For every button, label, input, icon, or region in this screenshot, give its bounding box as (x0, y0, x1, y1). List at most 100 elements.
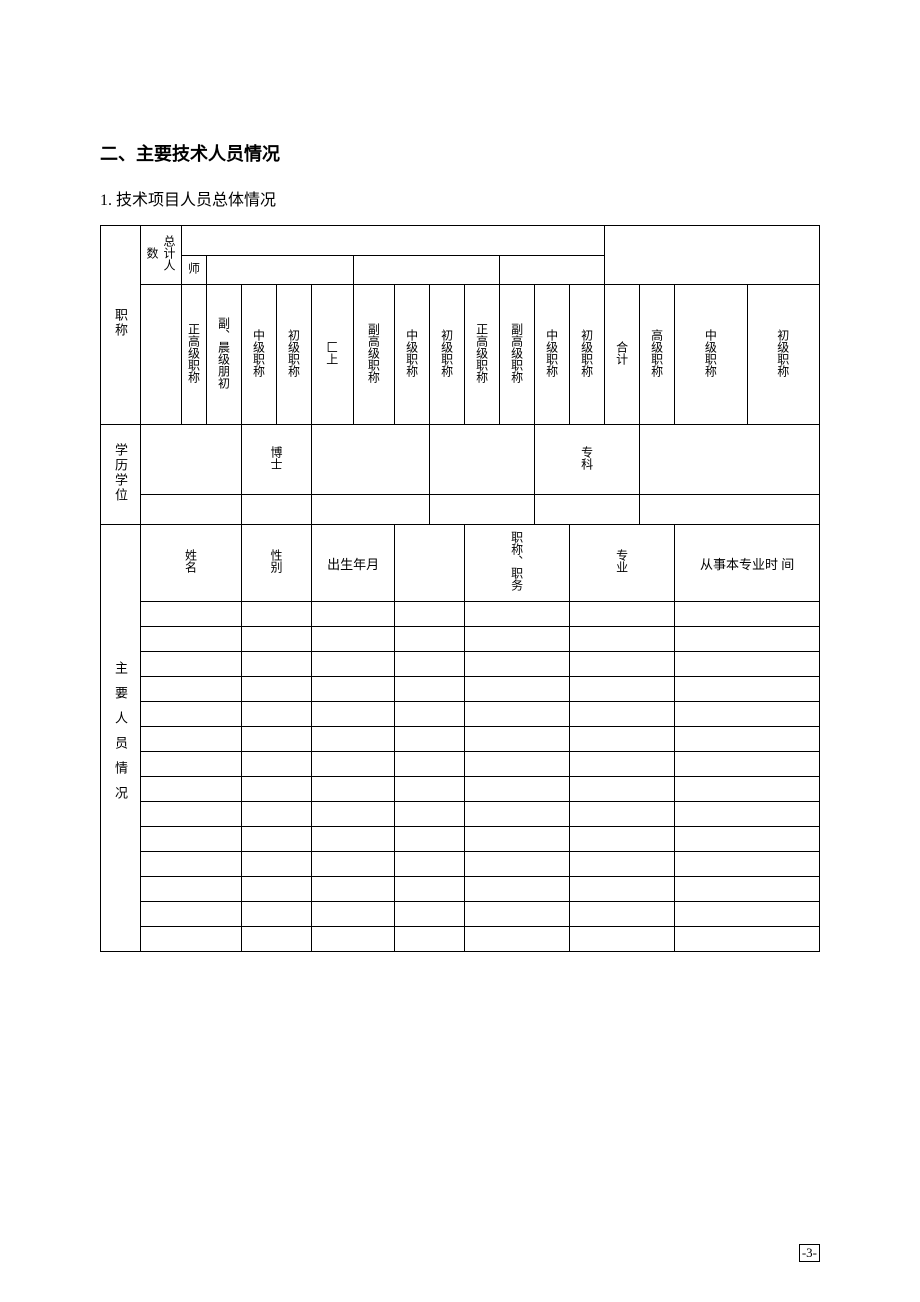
table-cell (141, 877, 242, 902)
table-cell (570, 652, 675, 677)
table-cell (312, 802, 395, 827)
table-cell (570, 902, 675, 927)
label-shi: 师 (182, 256, 207, 285)
table-cell (141, 652, 242, 677)
table-cell (465, 602, 570, 627)
header-sub-a2 (353, 256, 500, 285)
table-cell (395, 652, 465, 677)
table-cell (242, 902, 312, 927)
table-cell (675, 652, 820, 677)
degree2-cell-2 (242, 495, 312, 525)
table-cell (570, 602, 675, 627)
table-cell (675, 802, 820, 827)
table-cell (675, 702, 820, 727)
table-cell (675, 852, 820, 877)
table-cell (141, 777, 242, 802)
table-cell (675, 627, 820, 652)
table-cell (570, 677, 675, 702)
table-cell (395, 777, 465, 802)
table-cell (395, 927, 465, 952)
table-cell (395, 727, 465, 752)
header-sub-a1 (207, 256, 354, 285)
col-zhuanye: 专业 (570, 525, 675, 602)
section-title: 二、主要技术人员情况 (100, 140, 820, 166)
table-cell (395, 752, 465, 777)
header-group-b (605, 226, 820, 285)
table-cell (465, 727, 570, 752)
table-cell (312, 627, 395, 652)
col-chuji-3: 初级职称 (570, 285, 605, 425)
table-cell (465, 852, 570, 877)
table-cell (141, 677, 242, 702)
table-cell (242, 752, 312, 777)
col-fu-gaoji-2: 副高级职称 (353, 285, 395, 425)
personnel-table: 职称 总计人数 师 正高级职称 副、晨级朋初 中级职称 初级职称 匚上 副高级职… (100, 225, 820, 952)
table-cell (141, 727, 242, 752)
table-cell (312, 702, 395, 727)
label-zongji-top: 总计人数 (141, 226, 182, 285)
table-cell (312, 777, 395, 802)
table-cell (242, 777, 312, 802)
table-cell (465, 677, 570, 702)
col-zhongji-4: 中级职称 (675, 285, 747, 425)
table-cell (675, 727, 820, 752)
table-cell (570, 927, 675, 952)
table-cell (312, 852, 395, 877)
table-cell (570, 827, 675, 852)
label-zhicheng: 职称 (101, 226, 141, 425)
degree-cell-1 (141, 425, 242, 495)
col-chuji-4: 初级职称 (747, 285, 819, 425)
table-cell (675, 752, 820, 777)
table-cell (465, 877, 570, 902)
table-cell (141, 627, 242, 652)
degree-cell-4 (430, 425, 535, 495)
degree2-cell-6 (640, 495, 820, 525)
table-cell (465, 927, 570, 952)
table-cell (312, 752, 395, 777)
col-zheng-gaoji-2: 正高级职称 (465, 285, 500, 425)
col-zhicheng-zhiwu: 职称、职务 (465, 525, 570, 602)
table-cell (675, 602, 820, 627)
page-number: -3- (799, 1244, 820, 1262)
table-cell (395, 702, 465, 727)
table-cell (675, 927, 820, 952)
table-cell (395, 802, 465, 827)
table-cell (312, 877, 395, 902)
table-cell (141, 802, 242, 827)
table-cell (312, 652, 395, 677)
table-cell (465, 627, 570, 652)
table-cell (570, 777, 675, 802)
table-cell (465, 902, 570, 927)
table-cell (465, 777, 570, 802)
blank-continue (141, 285, 182, 425)
table-cell (141, 902, 242, 927)
table-cell (570, 852, 675, 877)
degree-zhuanke: 专科 (535, 425, 640, 495)
table-cell (395, 852, 465, 877)
table-cell (141, 827, 242, 852)
label-zhuyao: 主要人员情况 (101, 525, 141, 952)
table-cell (242, 627, 312, 652)
col-zhongji-2: 中级职称 (395, 285, 430, 425)
table-cell (570, 627, 675, 652)
table-cell (675, 902, 820, 927)
table-cell (570, 802, 675, 827)
header-sub-a3 (500, 256, 605, 285)
table-cell (242, 827, 312, 852)
degree2-cell-4 (430, 495, 535, 525)
table-cell (141, 602, 242, 627)
table-cell (141, 702, 242, 727)
table-cell (242, 927, 312, 952)
label-xueli: 学历学位 (101, 425, 141, 525)
table-cell (675, 777, 820, 802)
header-group-a (182, 226, 605, 256)
col-congshi: 从事本专业时 间 (675, 525, 820, 602)
col-zhongji-1: 中级职称 (242, 285, 277, 425)
table-cell (312, 727, 395, 752)
col-fu-gaoji-1: 副、晨级朋初 (207, 285, 242, 425)
degree-cell-3 (312, 425, 430, 495)
table-cell (242, 652, 312, 677)
col-xingming: 姓名 (141, 525, 242, 602)
col-chuji-2: 初级职称 (430, 285, 465, 425)
table-cell (312, 677, 395, 702)
